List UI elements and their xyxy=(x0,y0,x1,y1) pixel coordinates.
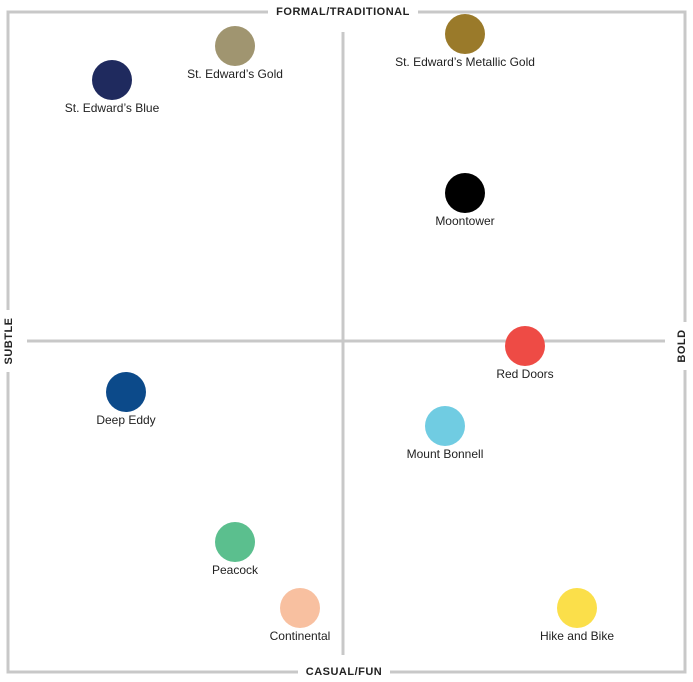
label-bg xyxy=(298,662,390,680)
color-label: Hike and Bike xyxy=(540,629,614,643)
axis-label: FORMAL/TRADITIONAL xyxy=(276,6,410,18)
color-dot xyxy=(557,588,597,628)
color-label: Continental xyxy=(270,629,331,643)
color-dot xyxy=(445,173,485,213)
color-label: Peacock xyxy=(212,563,259,577)
color-dot xyxy=(425,406,465,446)
color-dot xyxy=(92,60,132,100)
color-label: Red Doors xyxy=(496,367,553,381)
label-bg xyxy=(673,322,693,370)
axis-label: BOLD xyxy=(676,329,688,362)
color-dot xyxy=(445,14,485,54)
color-dot xyxy=(505,326,545,366)
color-dot xyxy=(280,588,320,628)
axis-label: SUBTLE xyxy=(3,318,15,365)
color-dot xyxy=(106,372,146,412)
label-bg xyxy=(268,3,418,21)
label-bg xyxy=(0,310,18,372)
color-label: St. Edward’s Metallic Gold xyxy=(395,55,535,69)
color-dot xyxy=(215,522,255,562)
color-label: Mount Bonnell xyxy=(407,447,484,461)
axis-label: CASUAL/FUN xyxy=(306,666,383,678)
color-label: St. Edward’s Blue xyxy=(65,101,160,115)
color-label: Deep Eddy xyxy=(96,413,155,427)
color-label: St. Edward’s Gold xyxy=(187,67,283,81)
color-dot xyxy=(215,26,255,66)
color-label: Moontower xyxy=(435,214,494,228)
